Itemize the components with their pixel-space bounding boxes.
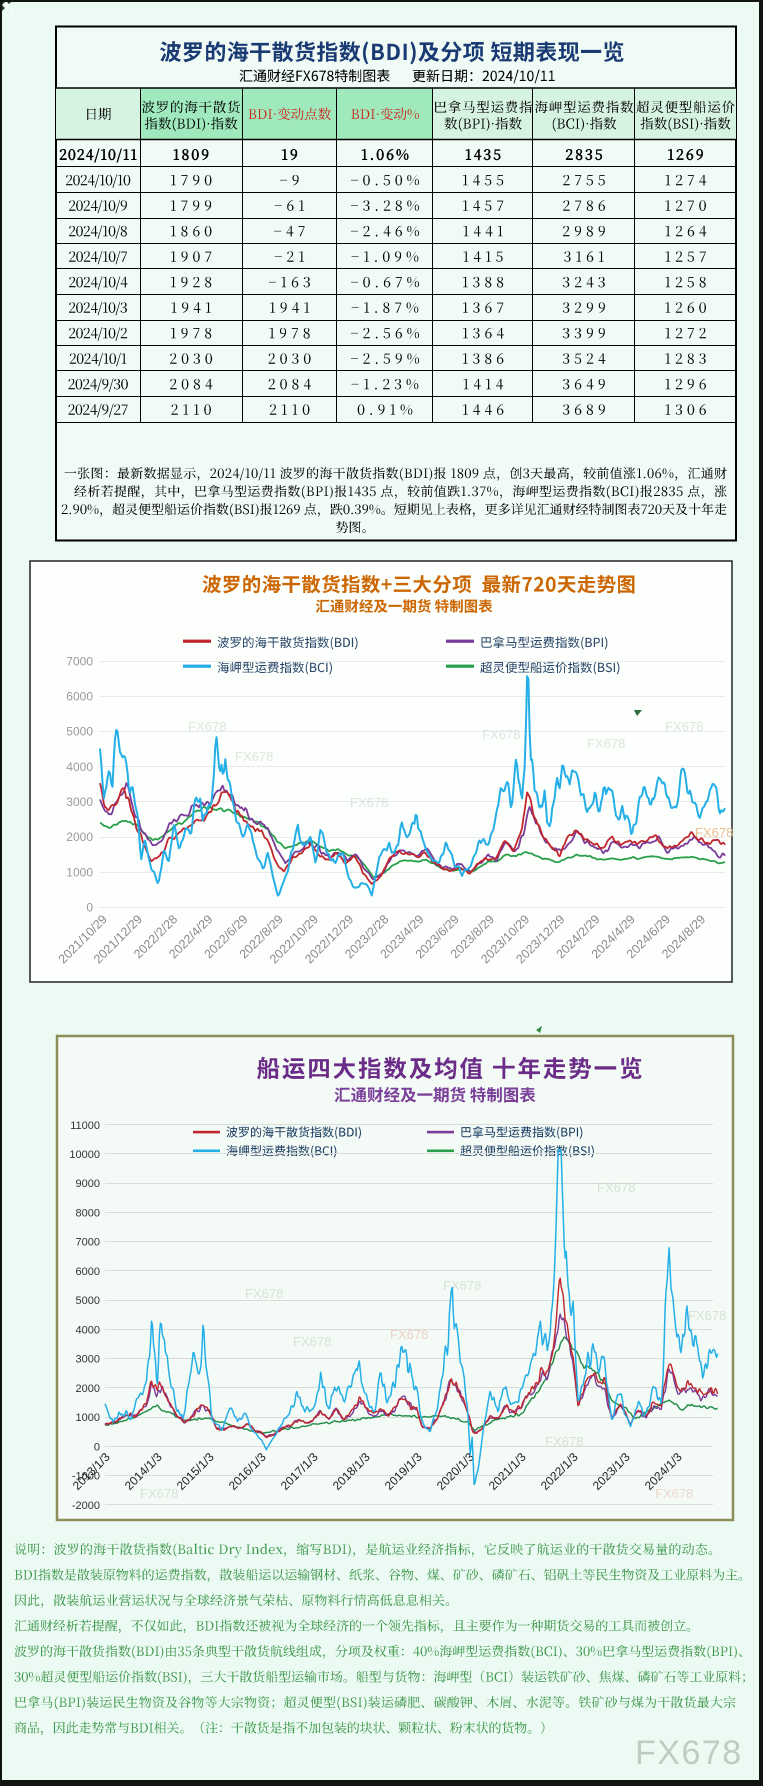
svg-text:FX678: FX678 (235, 749, 273, 764)
svg-text:4000: 4000 (66, 760, 93, 774)
svg-text:FX678: FX678 (587, 736, 625, 751)
svg-text:10000: 10000 (69, 1149, 100, 1161)
svg-text:FX678: FX678 (140, 1486, 178, 1501)
svg-text:5000: 5000 (76, 1295, 100, 1307)
svg-text:4000: 4000 (76, 1324, 100, 1336)
svg-text:FX678: FX678 (635, 1734, 743, 1772)
svg-text:0: 0 (86, 900, 93, 914)
svg-text:8000: 8000 (76, 1208, 100, 1220)
svg-text:1000: 1000 (76, 1412, 100, 1424)
svg-text:FX678: FX678 (188, 719, 226, 734)
svg-text:9000: 9000 (76, 1178, 100, 1190)
svg-text:FX678: FX678 (597, 1180, 635, 1195)
svg-text:1000: 1000 (66, 865, 93, 879)
svg-text:FX678: FX678 (545, 1434, 583, 1449)
svg-text:2000: 2000 (76, 1383, 100, 1395)
svg-text:6000: 6000 (66, 690, 93, 704)
svg-text:FX678: FX678 (695, 825, 733, 840)
svg-text:FX678: FX678 (390, 1327, 428, 1342)
svg-text:11000: 11000 (70, 1120, 100, 1132)
svg-text:3000: 3000 (76, 1354, 100, 1366)
svg-text:FX678: FX678 (245, 1286, 283, 1301)
svg-text:FX678: FX678 (350, 795, 388, 810)
svg-text:0: 0 (94, 1441, 100, 1453)
svg-text:3000: 3000 (66, 795, 93, 809)
svg-text:FX678: FX678 (443, 1278, 481, 1293)
svg-text:5000: 5000 (66, 725, 93, 739)
svg-text:-1000: -1000 (72, 1471, 100, 1483)
svg-text:FX678: FX678 (688, 1308, 726, 1323)
svg-text:7000: 7000 (66, 654, 93, 668)
svg-text:2000: 2000 (66, 830, 93, 844)
svg-text:7000: 7000 (76, 1237, 100, 1249)
svg-text:6000: 6000 (76, 1266, 100, 1278)
svg-text:FX678: FX678 (482, 727, 520, 742)
svg-text:FX678: FX678 (293, 1334, 331, 1349)
svg-text:-2000: -2000 (72, 1500, 100, 1512)
svg-text:FX678: FX678 (665, 719, 703, 734)
svg-text:FX678: FX678 (655, 1486, 693, 1501)
